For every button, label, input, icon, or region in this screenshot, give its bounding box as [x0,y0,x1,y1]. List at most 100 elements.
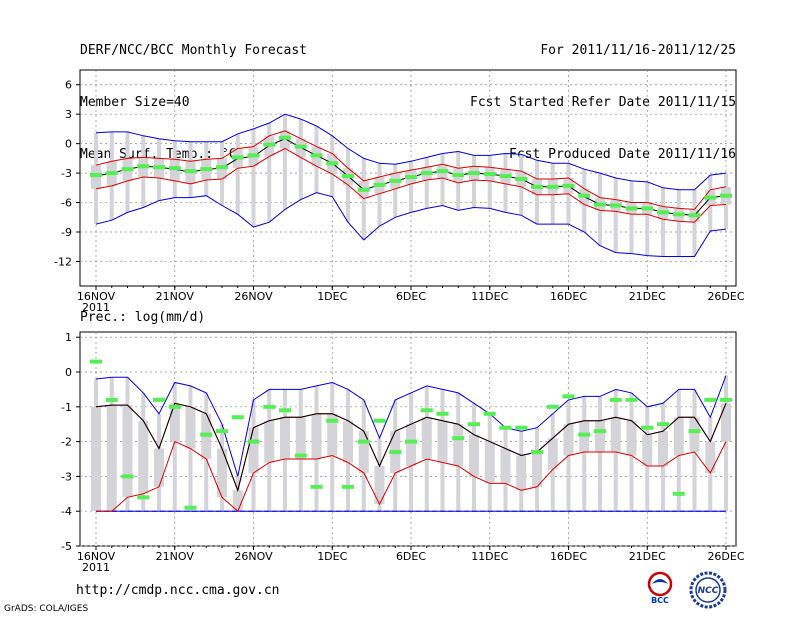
temp-median-33 [609,203,622,208]
temp-median-15 [326,161,339,166]
temp-xtick-label: 6DEC [396,290,426,303]
temp-median-11 [263,142,276,147]
prec-median-19 [389,450,402,455]
forecast-period: For 2011/11/16-2011/12/25 [540,43,736,58]
temp-median-8 [216,165,228,170]
prec-box-11 [264,420,275,463]
prec-median-37 [672,491,685,496]
prec-box-39 [705,441,716,473]
temp-median-38 [688,213,701,218]
temp-whisker-12 [283,114,287,210]
temp-median-24 [468,171,480,176]
prec-median-11 [263,404,276,409]
temp-median-12 [279,135,291,140]
prec-box-29 [547,438,558,470]
temp-ytick-label: 3 [65,108,72,121]
temp-median-19 [389,178,402,183]
prec-median-39 [704,397,717,402]
prec-median-28 [531,450,543,455]
prec-xtick-label: 6DEC [396,550,426,563]
prec-box-12 [280,417,290,460]
prec-box-8 [217,448,227,498]
temp-median-29 [546,184,559,189]
prec-median-38 [688,429,701,434]
temp-whisker-38 [692,189,697,257]
temp-median-22 [436,169,449,174]
prec-box-18 [374,465,385,505]
prec-median-2 [121,474,134,479]
prec-median-8 [216,429,228,434]
temp-whisker-35 [645,181,650,256]
prec-box-15 [327,413,338,456]
precip-title: Prec.: log(mm/d) [80,310,206,325]
prec-xtick-label: 16DEC [550,550,587,563]
temp-median-31 [578,193,591,198]
prec-median-7 [200,432,213,437]
prec-median-30 [562,394,575,399]
prec-box-13 [295,417,306,460]
bcc-logo-ring [647,571,673,597]
prec-ytick-label: -4 [61,505,72,518]
temp-whisker-11 [267,123,272,223]
prec-box-40 [721,403,731,442]
temp-median-7 [200,167,213,172]
prec-median-9 [231,415,244,420]
temp-median-39 [704,195,717,200]
temp-median-17 [357,187,370,192]
prec-median-40 [720,397,732,402]
prec-whisker-40 [724,375,728,512]
temp-median-20 [405,175,417,180]
temp-median-28 [531,184,543,189]
prec-median-5 [168,404,181,409]
temp-median-13 [294,144,307,149]
prec-median-27 [515,425,528,430]
temp-median-27 [515,176,528,181]
temp-median-26 [499,174,512,179]
prec-box-38 [689,417,700,453]
prec-box-14 [311,413,322,460]
prec-median-15 [326,418,339,423]
temp-median-5 [168,166,181,171]
temp-median-18 [373,182,386,187]
temp-line-upper [95,130,727,210]
prec-box-32 [595,420,605,453]
prec-median-12 [279,408,291,413]
prec-line-mean [95,402,727,492]
prec-box-6 [185,406,196,449]
temp-frame [79,69,737,287]
temp-xtick-label: 21NOV [156,290,195,303]
temp-whisker-24 [472,155,476,208]
prec-xtick-label: 16NOV [77,550,116,563]
temp-xtick-label: 1DEC [317,290,347,303]
ncc-logo-text: NCC [698,586,719,596]
temp-whisker-33 [613,178,618,253]
temp-median-37 [672,212,685,217]
bcc-logo: BCC [647,571,673,605]
temp-median-34 [625,206,638,211]
prec-median-32 [594,429,606,434]
prec-box-3 [138,420,149,494]
prec-ytick-label: -2 [61,436,72,449]
temp-line-min [95,192,727,257]
bcc-logo-text: BCC [651,596,669,605]
fcst-produced-date: Fcst Produced Date 2011/11/16 [509,147,736,162]
prec-year-label: 2011 [82,561,110,574]
temp-whisker-9 [235,133,240,215]
temp-xtick-label: 26NOV [234,290,273,303]
source-url[interactable]: http://cmdp.ncc.cma.gov.cn [76,583,280,598]
chart-title: DERF/NCC/BCC Monthly Forecast [80,43,307,58]
prec-box-21 [421,417,432,460]
prec-median-31 [578,432,591,437]
prec-xtick-label: 21NOV [156,550,195,563]
prec-xtick-label: 11DEC [471,550,508,563]
prec-box-16 [343,420,353,463]
temp-median-9 [231,155,244,160]
member-size: Member Size=40 [80,95,190,110]
prec-median-17 [357,439,370,444]
temp-median-2 [121,167,134,172]
prec-ytick-label: 1 [65,331,72,344]
prec-box-26 [500,448,511,484]
prec-median-3 [137,495,150,500]
header-right: For 2011/11/16-2011/12/25 Fcst Started R… [470,11,736,183]
prec-box-5 [169,403,180,442]
